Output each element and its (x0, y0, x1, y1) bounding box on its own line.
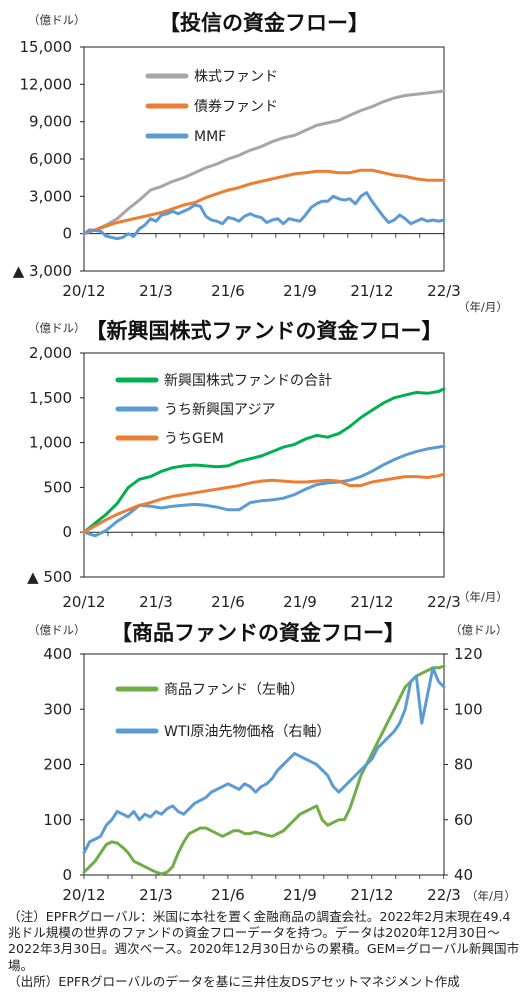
x-tick-label: 22/3 (427, 593, 461, 611)
y-tick-label: 9,000 (29, 113, 72, 131)
chart2-xunit: （年/月） (458, 590, 508, 604)
chart1-xunit: （年/月） (458, 300, 508, 314)
y-right-tick-label: 100 (454, 700, 483, 718)
legend-label: 株式ファンド (194, 69, 278, 85)
x-tick-label: 21/3 (139, 886, 173, 904)
chart3-yunit-left: （億ドル） (28, 623, 86, 637)
chart2-yunit: （億ドル） (28, 321, 86, 335)
y-tick-label: 15,000 (20, 38, 73, 56)
footnote-source: （出所）EPFRグローバルのデータを基に三井住友DSアセットマネジメント作成 (8, 973, 460, 989)
series-line (82, 89, 446, 236)
y-tick-label: 500 (43, 478, 72, 496)
chart3-yunit-right: （億ドル） (450, 623, 508, 637)
y-tick-label: 3,000 (29, 187, 72, 205)
series-line (82, 444, 446, 538)
chart3-series (82, 664, 446, 876)
series-line (82, 168, 446, 236)
legend-label: WTI原油先物価格（右軸） (164, 724, 331, 740)
y-tick-label: 1,500 (29, 389, 72, 407)
y-right-tick-label: 120 (454, 645, 483, 663)
y-tick-label: ▲ 3,000 (13, 262, 72, 280)
y-right-tick-label: 40 (454, 866, 473, 884)
legend-label: MMF (194, 129, 226, 145)
x-tick-label: 21/9 (283, 282, 317, 300)
legend-label: 新興国株式ファンドの合計 (164, 373, 332, 389)
footnote: （注）EPFRグローバル：米国に本社を置く金融商品の調査会社。2022年2月末現… (8, 909, 520, 990)
y-tick-label: 400 (43, 645, 72, 663)
legend-label: 商品ファンド（左軸） (164, 682, 304, 698)
footnote-note: （注）EPFRグローバル：米国に本社を置く金融商品の調査会社。2022年2月末現… (8, 909, 520, 973)
x-tick-label: 21/3 (139, 282, 173, 300)
x-tick-label: 21/6 (211, 282, 245, 300)
y-tick-label: 6,000 (29, 150, 72, 168)
series-line (82, 472, 446, 534)
series-line (82, 191, 446, 241)
y-tick-label: 0 (62, 225, 72, 243)
chart3-legend: 商品ファンド（左軸） WTI原油先物価格（右軸） (115, 682, 331, 740)
chart1-axes: 15,000 12,000 9,000 6,000 3,000 0 ▲ 3,000 20/12… (13, 38, 461, 300)
y-tick-label: 12,000 (20, 75, 73, 93)
x-tick-label: 22/3 (427, 282, 461, 300)
x-tick-label: 20/12 (62, 282, 105, 300)
x-tick-label: 21/6 (211, 886, 245, 904)
x-tick-label: 22/3 (427, 886, 461, 904)
x-tick-label: 20/12 (62, 886, 105, 904)
chart-commodity-flows: 【商品ファンドの資金フロー】 （億ドル） （億ドル） 400 300 200 100 0… (28, 621, 516, 904)
legend-label: 債券ファンド (194, 99, 278, 115)
y-tick-label: 300 (43, 700, 72, 718)
y-tick-label: 0 (62, 866, 72, 884)
chart1-yunit: （億ドル） (28, 13, 86, 27)
y-tick-label: ▲ 500 (27, 568, 72, 586)
y-tick-label: 1,000 (29, 434, 72, 452)
x-tick-label: 21/12 (350, 282, 393, 300)
chart1-title: 【投信の資金フロー】 (159, 11, 369, 35)
x-tick-label: 21/3 (139, 593, 173, 611)
y-tick-label: 0 (62, 523, 72, 541)
y-tick-label: 200 (43, 756, 72, 774)
y-tick-label: 100 (43, 811, 72, 829)
series-line (82, 664, 446, 876)
chart2-series (82, 387, 446, 538)
x-tick-label: 21/6 (211, 593, 245, 611)
legend-label: うちGEM (164, 431, 224, 447)
x-tick-label: 21/12 (350, 886, 393, 904)
x-tick-label: 20/12 (62, 593, 105, 611)
chart-fund-flows: 【投信の資金フロー】 （億ドル） 15,000 12,000 9,000 6,000 3… (13, 11, 508, 314)
chart1-series (82, 89, 446, 241)
chart3-xunit: （年/月） (466, 889, 516, 903)
chart2-title: 【新興国株式ファンドの資金フロー】 (86, 319, 443, 343)
x-tick-label: 21/9 (283, 886, 317, 904)
legend-label: うち新興国アジア (164, 402, 275, 418)
y-right-tick-label: 80 (454, 756, 473, 774)
chart2-axes: 2,000 1,500 1,000 500 0 ▲ 500 20/12 21/3 21/6 21/… (27, 344, 461, 611)
series-line (82, 666, 446, 855)
y-right-tick-label: 60 (454, 811, 473, 829)
series-line (82, 387, 446, 534)
chart3-title: 【商品ファンドの資金フロー】 (111, 621, 405, 645)
x-tick-label: 21/12 (350, 593, 393, 611)
y-tick-label: 2,000 (29, 344, 72, 362)
chart-em-equity-flows: 【新興国株式ファンドの資金フロー】 （億ドル） 2,000 1,500 1,000 5… (27, 319, 508, 611)
chart3-axes: 400 300 200 100 0 120 100 80 60 40 20/12 21/3 21/6 21… (43, 645, 482, 904)
x-tick-label: 21/9 (283, 593, 317, 611)
chart2-plot-area (83, 352, 445, 578)
